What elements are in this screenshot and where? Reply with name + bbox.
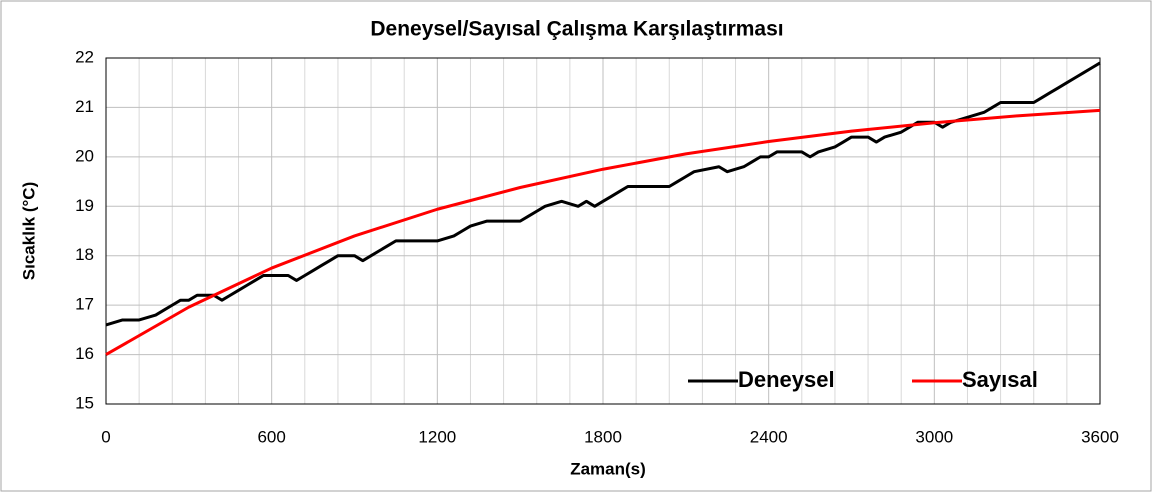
y-tick-label: 20 — [75, 146, 94, 165]
x-tick-label: 1800 — [584, 427, 622, 446]
x-axis-label: Zaman(s) — [570, 459, 646, 478]
chart-title: Deneysel/Sayısal Çalışma Karşılaştırması — [370, 18, 783, 41]
legend-label: Deneysel — [738, 367, 835, 392]
series-line — [105, 108, 1101, 356]
x-tick-label: 3000 — [915, 427, 953, 446]
y-axis-label: Sıcaklık (°C) — [19, 182, 38, 280]
x-tick-label: 1200 — [418, 427, 456, 446]
y-tick-label: 17 — [75, 295, 94, 314]
x-tick-label: 3600 — [1081, 427, 1119, 446]
x-tick-label: 0 — [101, 427, 110, 446]
plot-border — [105, 57, 1101, 405]
series-line — [105, 61, 1101, 327]
y-tick-label: 19 — [75, 196, 94, 215]
legend-label: Sayısal — [962, 367, 1038, 392]
y-tick-label: 16 — [75, 344, 94, 363]
x-tick-label: 600 — [257, 427, 285, 446]
y-tick-label: 18 — [75, 245, 94, 264]
y-tick-label: 22 — [75, 47, 94, 66]
y-tick-label: 21 — [75, 97, 94, 116]
x-tick-label: 2400 — [750, 427, 788, 446]
y-tick-label: 15 — [75, 393, 94, 412]
